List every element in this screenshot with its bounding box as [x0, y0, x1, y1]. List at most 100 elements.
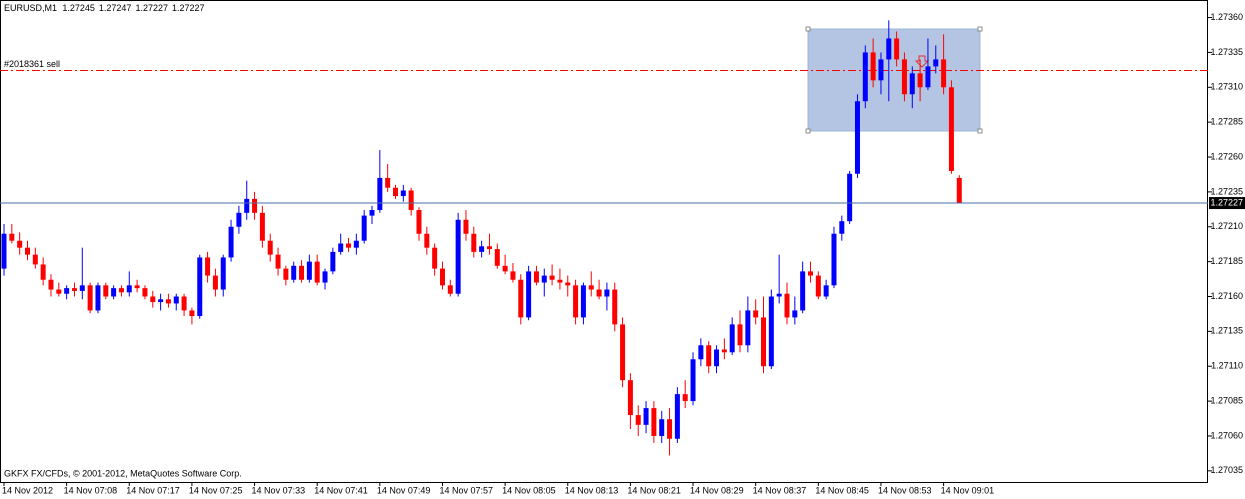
candle-body [40, 264, 46, 280]
y-tick-label: 1.27235 [1210, 186, 1243, 196]
x-tick-label: 14 Nov 08:45 [815, 485, 869, 495]
candle-body [393, 187, 398, 197]
candle-body [541, 275, 547, 283]
candle-body [306, 261, 312, 280]
candle-body [447, 285, 453, 294]
candle-body [870, 52, 876, 81]
candle-body [659, 419, 665, 436]
candle-body [510, 271, 516, 280]
candle-body [400, 190, 406, 197]
candle-body [823, 285, 829, 297]
candle-body [862, 52, 868, 102]
candle-body [573, 285, 579, 318]
x-tick-label: 14 Nov 08:05 [502, 485, 556, 495]
candle-body [205, 257, 211, 276]
candle-body [792, 310, 798, 318]
candle-body [338, 243, 344, 252]
candle-body [776, 293, 782, 297]
selection-rectangle[interactable] [807, 28, 981, 132]
candle-body [455, 219, 461, 294]
candle-body [831, 233, 837, 286]
candle-body [64, 288, 70, 294]
candle-body [314, 261, 320, 283]
candle-body [424, 233, 430, 248]
candle-body [839, 221, 845, 234]
bid-label: 1.27227 [1210, 197, 1243, 207]
candle-body [48, 279, 54, 290]
candle-body [9, 233, 15, 241]
candle-body [118, 288, 124, 293]
candle-body [197, 257, 203, 317]
y-tick-label: 1.27285 [1210, 117, 1243, 127]
candle-body [620, 324, 626, 381]
x-tick-label: 14 Nov 07:08 [64, 485, 118, 495]
candle-body [721, 349, 727, 353]
x-tick-label: 14 Nov 08:21 [627, 485, 681, 495]
candle-body [111, 288, 117, 297]
candle-body [24, 247, 30, 255]
candle-body [667, 419, 673, 439]
candle-body [502, 265, 508, 272]
candle-body [471, 233, 477, 252]
y-tick-label: 1.27360 [1210, 12, 1243, 22]
candle-body [753, 310, 759, 318]
rectangle-handles [805, 26, 983, 134]
candle-body [745, 310, 751, 346]
candle-body [134, 285, 140, 289]
candle-body [557, 279, 563, 283]
candle-body [729, 324, 735, 353]
candle-body [95, 285, 101, 311]
candle-body [189, 310, 195, 317]
y-tick-label: 1.27185 [1210, 256, 1243, 266]
x-tick-label: 14 Nov 08:13 [565, 485, 619, 495]
candle-body [291, 265, 297, 280]
y-tick-label: 1.27035 [1210, 465, 1243, 475]
y-tick-label: 1.27160 [1210, 291, 1243, 301]
candle-body [807, 271, 813, 276]
candle-body [126, 285, 132, 293]
candle-body [714, 349, 720, 367]
candle-body [479, 246, 485, 252]
candle-body [236, 212, 242, 227]
candle-body [706, 345, 712, 367]
candle-body [56, 289, 62, 294]
header-open: 1.27245 [62, 3, 95, 13]
x-tick-label: 14 Nov 07:41 [314, 485, 368, 495]
y-tick-label: 1.27260 [1210, 151, 1243, 161]
candle-body [549, 275, 555, 280]
header-close: 1.27227 [172, 3, 205, 13]
candle-body [604, 289, 610, 297]
candle-body [17, 240, 23, 248]
candle-body [283, 268, 289, 280]
candle-body [909, 73, 915, 95]
candle-body [854, 101, 860, 174]
candle-body [259, 212, 265, 241]
candle-body [463, 219, 469, 234]
candle-body [643, 408, 649, 425]
candle-body [627, 380, 633, 416]
candle-body [150, 296, 156, 303]
candle-body [901, 59, 907, 95]
candle-body [275, 254, 281, 269]
candle-body [815, 275, 821, 297]
candle-body [377, 177, 383, 211]
candle-body [346, 243, 352, 248]
plot-frame [0, 0, 1208, 483]
candle-body [847, 173, 853, 222]
symbol: EURUSD,M1 [4, 3, 57, 13]
x-tick-label: 14 Nov 07:49 [377, 485, 431, 495]
header-low: 1.27227 [135, 3, 168, 13]
candle-body [432, 247, 438, 269]
candle-body [651, 408, 657, 436]
candle-body [518, 279, 524, 318]
y-tick-label: 1.27110 [1211, 361, 1243, 371]
candle-body [87, 285, 93, 311]
candle-body [212, 275, 218, 290]
candle-body [737, 324, 743, 346]
candle-body [698, 345, 704, 360]
candle-body [158, 299, 164, 303]
candle-body [612, 289, 618, 325]
candle-body [408, 190, 414, 211]
chart-header: EURUSD,M1 1.27245 1.27247 1.27227 1.27227 [4, 3, 205, 13]
